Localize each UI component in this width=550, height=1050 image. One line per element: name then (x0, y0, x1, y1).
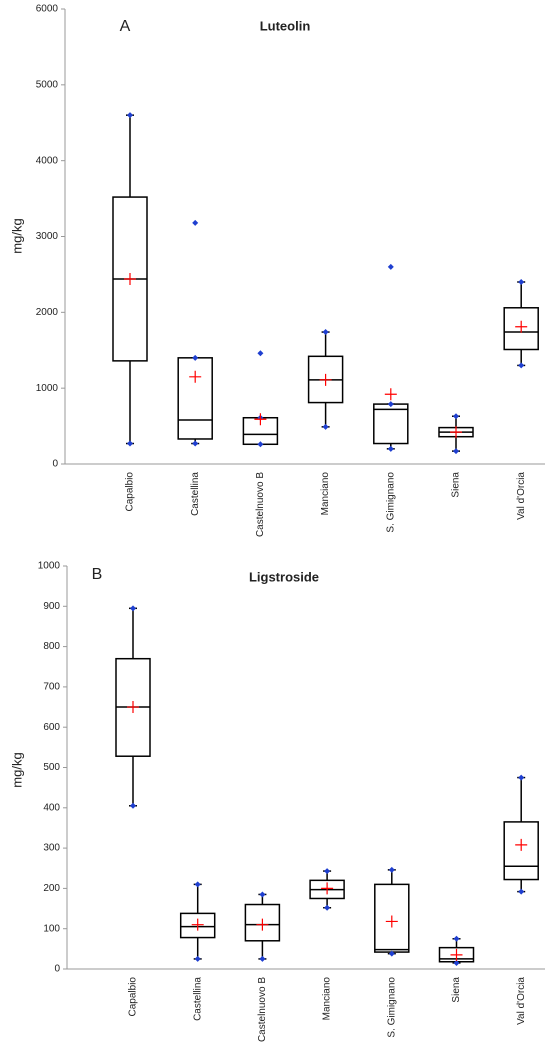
y-tick-label: 1000 (38, 561, 61, 572)
x-tick-label: Castelnuovo B (255, 472, 266, 537)
chart-title: Luteolin (260, 18, 311, 33)
point (192, 440, 199, 447)
mean (254, 413, 267, 426)
y-tick-label: 2000 (36, 307, 59, 318)
point (259, 955, 266, 962)
point (324, 904, 331, 911)
point (387, 445, 394, 452)
mean (450, 948, 463, 961)
mean (321, 882, 334, 895)
x-tick-label: Castellina (192, 977, 203, 1021)
y-tick-label: 600 (43, 722, 60, 733)
point (518, 279, 525, 285)
point (387, 263, 394, 270)
y-tick-label: 800 (43, 641, 60, 652)
mean (191, 918, 204, 931)
point (130, 802, 136, 809)
point (194, 881, 201, 888)
x-tick-label: Castelnuovo B (257, 977, 268, 1042)
point (257, 350, 264, 357)
point (453, 959, 460, 966)
y-tick-label: 1000 (36, 383, 59, 394)
point (518, 362, 525, 369)
x-tick-label: Val d'Orcia (516, 472, 527, 520)
point (257, 441, 264, 448)
point (324, 868, 331, 875)
mean (385, 915, 398, 928)
y-tick-label: 5000 (36, 79, 59, 90)
point (259, 891, 266, 898)
y-tick-label: 700 (43, 682, 60, 693)
mean (189, 370, 202, 383)
x-tick-label: Castellina (190, 472, 201, 516)
y-tick-label: 400 (43, 802, 60, 813)
x-tick-label: Manciano (320, 472, 331, 516)
point (194, 955, 201, 962)
mean (384, 388, 397, 401)
mean (450, 426, 462, 439)
y-tick-label: 900 (43, 601, 60, 612)
box (177, 357, 213, 440)
y-tick-label: 0 (52, 459, 58, 470)
point (387, 401, 394, 408)
point (453, 413, 459, 420)
mean (124, 272, 136, 285)
chart-title: Ligstroside (249, 569, 319, 584)
point (130, 605, 136, 612)
x-tick-label: S. Gimignano (386, 977, 397, 1038)
panel-label: A (120, 18, 131, 35)
point (192, 219, 199, 226)
y-axis-label: mg/kg (9, 218, 24, 253)
box (373, 403, 409, 445)
y-tick-label: 4000 (36, 155, 59, 166)
point (453, 935, 460, 942)
mean (319, 373, 332, 386)
mean (256, 918, 269, 931)
point (453, 448, 459, 455)
point (518, 774, 525, 781)
mean (515, 320, 528, 333)
point (388, 950, 395, 957)
y-tick-label: 6000 (36, 4, 59, 15)
panel-label: B (92, 566, 103, 583)
y-tick-label: 500 (43, 762, 60, 773)
y-axis-label: mg/kg (9, 752, 24, 787)
x-tick-label: Siena (451, 977, 462, 1003)
x-tick-label: Manciano (322, 977, 333, 1021)
mean (515, 838, 528, 851)
point (127, 112, 133, 119)
x-tick-label: Capalbio (128, 977, 139, 1017)
point (127, 440, 133, 447)
x-tick-label: S. Gimignano (385, 472, 396, 533)
x-tick-label: Capalbio (125, 472, 136, 512)
x-tick-label: Siena (451, 472, 462, 498)
y-tick-label: 3000 (36, 231, 59, 242)
y-tick-label: 100 (43, 923, 60, 934)
y-tick-label: 0 (54, 964, 60, 975)
point (192, 354, 199, 361)
point (322, 423, 329, 430)
y-tick-label: 200 (43, 883, 60, 894)
y-tick-label: 300 (43, 843, 60, 854)
point (388, 866, 395, 873)
mean (127, 701, 139, 714)
point (518, 888, 525, 895)
point (322, 329, 329, 336)
x-tick-label: Val d'Orcia (516, 977, 527, 1025)
